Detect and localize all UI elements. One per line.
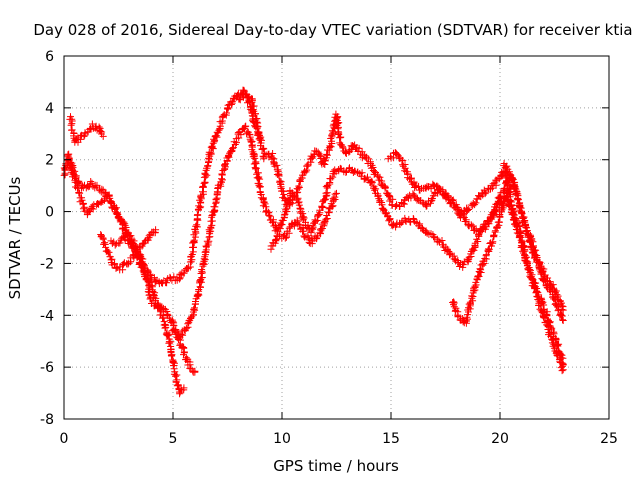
series-track-k — [267, 189, 340, 253]
series-markers — [107, 86, 264, 288]
x-tick-label: 5 — [169, 431, 178, 447]
plot-frame — [63, 55, 610, 420]
tick-labels: 0 5 10 15 20 25 -8 -6 -4 -2 0 2 4 6 — [40, 49, 618, 447]
y-tick-label: 4 — [45, 101, 54, 117]
chart-title: Day 028 of 2016, Sidereal Day-to-day VTE… — [33, 21, 632, 39]
series-markers — [168, 122, 567, 369]
series-track-i — [449, 182, 515, 327]
series-markers — [384, 149, 567, 314]
series-markers — [267, 189, 340, 253]
x-tick-label: 0 — [60, 431, 69, 447]
x-tick-label: 20 — [491, 431, 509, 447]
y-tick-label: -4 — [40, 308, 54, 324]
x-tick-label: 10 — [273, 431, 291, 447]
series-markers — [500, 160, 567, 375]
grid-lines — [64, 56, 609, 419]
y-tick-label: -8 — [40, 412, 54, 428]
series-track-j — [500, 160, 567, 375]
y-tick-label: -6 — [40, 360, 54, 376]
x-axis-title: GPS time / hours — [273, 457, 399, 475]
series-track-c — [66, 113, 107, 146]
axis-ticks — [63, 55, 610, 420]
x-tick-label: 15 — [382, 431, 400, 447]
series-track-f — [168, 122, 567, 369]
y-tick-label: 2 — [45, 153, 54, 169]
series-track-h — [384, 149, 567, 314]
series-track-e — [107, 86, 264, 288]
y-tick-label: 6 — [45, 49, 54, 65]
y-tick-label: 0 — [45, 205, 54, 221]
series-markers — [66, 113, 107, 146]
y-axis-title: SDTVAR / TECUs — [6, 176, 24, 299]
series-markers — [449, 182, 515, 327]
x-tick-label: 25 — [600, 431, 618, 447]
data-markers — [60, 86, 567, 398]
y-tick-label: -2 — [40, 256, 54, 272]
